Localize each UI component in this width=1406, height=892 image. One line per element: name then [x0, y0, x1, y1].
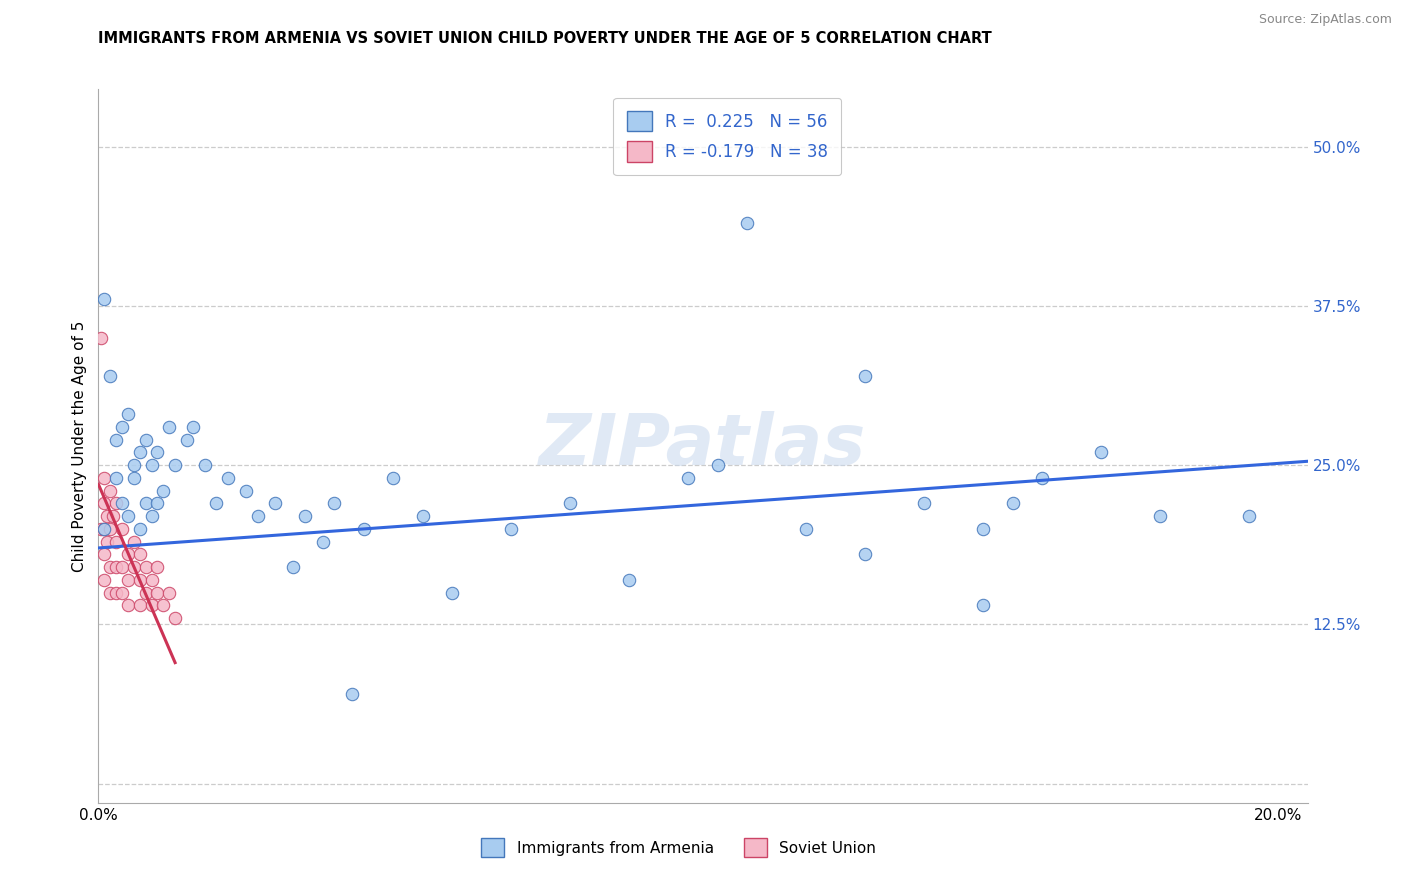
Point	[157, 585, 180, 599]
Point	[93, 522, 115, 536]
Point	[111, 420, 134, 434]
Point	[105, 560, 128, 574]
Text: Source: ZipAtlas.com: Source: ZipAtlas.com	[1258, 13, 1392, 27]
Point	[972, 522, 994, 536]
Point	[146, 560, 169, 574]
Point	[340, 688, 363, 702]
Point	[853, 547, 876, 561]
Point	[128, 573, 150, 587]
Point	[105, 471, 128, 485]
Point	[217, 471, 239, 485]
Point	[205, 496, 228, 510]
Point	[165, 458, 187, 472]
Point	[96, 509, 118, 524]
Point	[912, 496, 935, 510]
Point	[128, 547, 150, 561]
Point	[93, 496, 115, 510]
Point	[281, 560, 304, 574]
Point	[194, 458, 217, 472]
Point	[135, 560, 157, 574]
Point	[128, 599, 150, 613]
Point	[152, 483, 174, 498]
Point	[323, 496, 346, 510]
Point	[111, 522, 134, 536]
Point	[96, 534, 118, 549]
Point	[794, 522, 817, 536]
Point	[111, 496, 134, 510]
Point	[1149, 509, 1171, 524]
Point	[122, 458, 145, 472]
Point	[1031, 471, 1053, 485]
Point	[560, 496, 582, 510]
Point	[98, 585, 121, 599]
Point	[264, 496, 287, 510]
Point	[235, 483, 257, 498]
Point	[735, 216, 758, 230]
Point	[117, 573, 139, 587]
Legend: Immigrants from Armenia, Soviet Union: Immigrants from Armenia, Soviet Union	[475, 832, 883, 863]
Point	[1001, 496, 1024, 510]
Point	[93, 293, 115, 307]
Point	[98, 522, 121, 536]
Point	[128, 522, 150, 536]
Point	[105, 585, 128, 599]
Point	[972, 599, 994, 613]
Point	[105, 496, 128, 510]
Point	[678, 471, 700, 485]
Point	[141, 458, 163, 472]
Point	[165, 611, 187, 625]
Point	[93, 522, 115, 536]
Point	[117, 407, 139, 421]
Point	[122, 534, 145, 549]
Point	[353, 522, 375, 536]
Point	[122, 560, 145, 574]
Point	[146, 496, 169, 510]
Point	[141, 573, 163, 587]
Point	[128, 445, 150, 459]
Point	[294, 509, 316, 524]
Point	[111, 585, 134, 599]
Point	[853, 368, 876, 383]
Point	[412, 509, 434, 524]
Point	[93, 471, 115, 485]
Text: ZIPatlas: ZIPatlas	[540, 411, 866, 481]
Point	[152, 599, 174, 613]
Y-axis label: Child Poverty Under the Age of 5: Child Poverty Under the Age of 5	[72, 320, 87, 572]
Point	[98, 368, 121, 383]
Point	[1090, 445, 1112, 459]
Point	[246, 509, 269, 524]
Point	[176, 433, 198, 447]
Point	[98, 560, 121, 574]
Text: IMMIGRANTS FROM ARMENIA VS SOVIET UNION CHILD POVERTY UNDER THE AGE OF 5 CORRELA: IMMIGRANTS FROM ARMENIA VS SOVIET UNION …	[98, 31, 993, 46]
Point	[105, 534, 128, 549]
Point	[117, 599, 139, 613]
Point	[90, 331, 112, 345]
Point	[98, 483, 121, 498]
Point	[181, 420, 204, 434]
Point	[111, 560, 134, 574]
Point	[619, 573, 641, 587]
Point	[93, 573, 115, 587]
Point	[441, 585, 464, 599]
Point	[141, 509, 163, 524]
Point	[382, 471, 405, 485]
Point	[141, 599, 163, 613]
Point	[501, 522, 523, 536]
Point	[706, 458, 728, 472]
Point	[146, 585, 169, 599]
Point	[117, 547, 139, 561]
Point	[135, 433, 157, 447]
Point	[157, 420, 180, 434]
Point	[1237, 509, 1260, 524]
Point	[101, 509, 124, 524]
Point	[93, 547, 115, 561]
Point	[122, 471, 145, 485]
Point	[311, 534, 333, 549]
Point	[117, 509, 139, 524]
Point	[135, 496, 157, 510]
Point	[105, 433, 128, 447]
Point	[146, 445, 169, 459]
Point	[90, 522, 112, 536]
Point	[135, 585, 157, 599]
